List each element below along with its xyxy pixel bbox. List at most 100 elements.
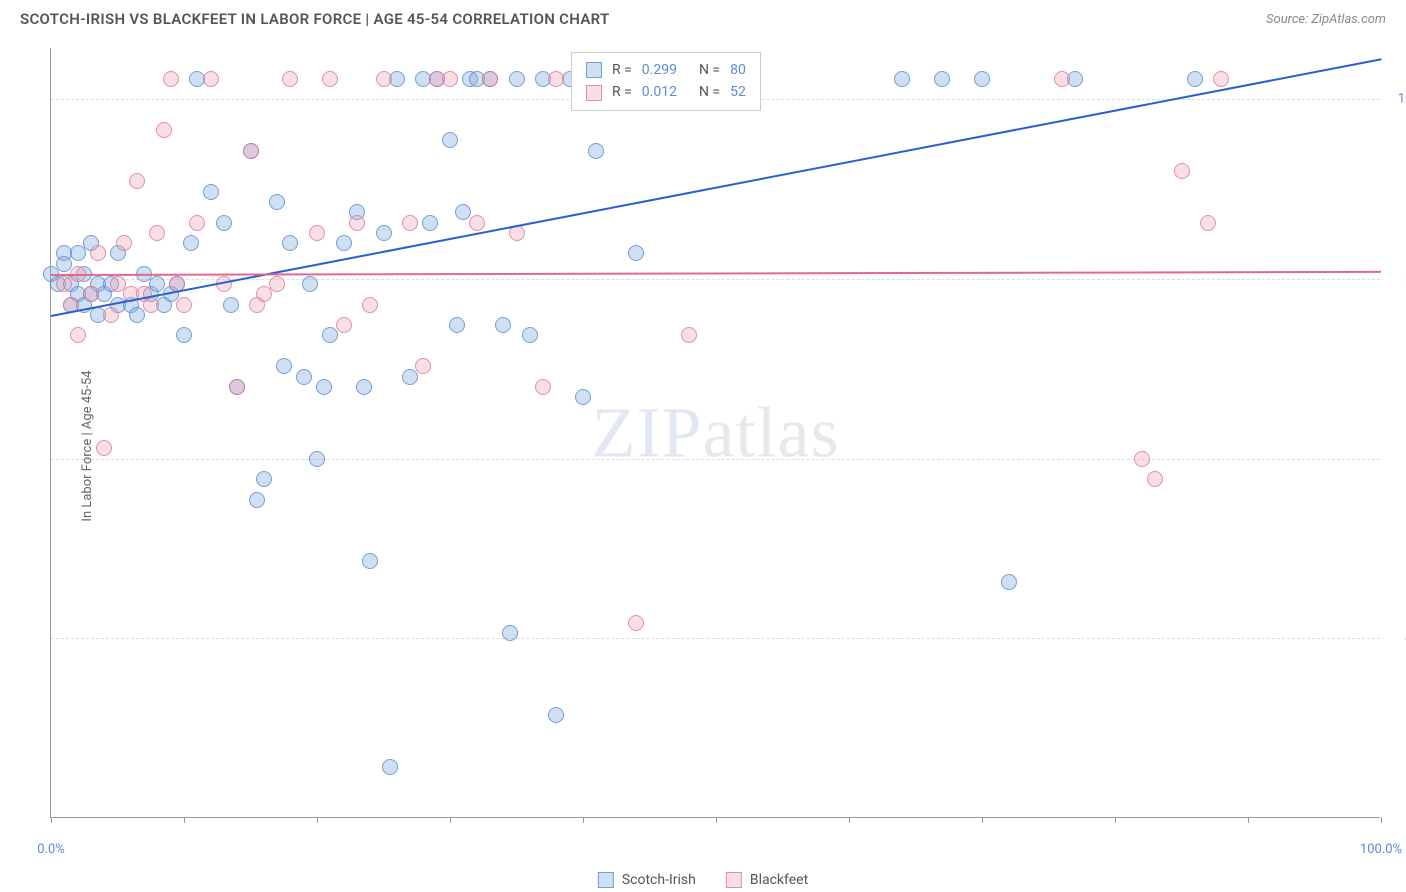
x-tick (317, 817, 318, 823)
data-point (382, 759, 398, 775)
data-point (402, 215, 418, 231)
watermark-zip: ZIP (592, 392, 703, 472)
legend-label: Scotch-Irish (622, 872, 696, 888)
data-point (56, 276, 72, 292)
data-point (229, 379, 245, 395)
data-point (282, 235, 298, 251)
data-point (156, 122, 172, 138)
x-tick (982, 817, 983, 823)
legend-item: Blackfeet (726, 872, 808, 888)
x-tick (716, 817, 717, 823)
data-point (282, 71, 298, 87)
data-point (628, 615, 644, 631)
x-tick (1115, 817, 1116, 823)
data-point (176, 297, 192, 313)
data-point (1054, 71, 1070, 87)
data-point (269, 276, 285, 292)
data-point (256, 286, 272, 302)
data-point (216, 215, 232, 231)
data-point (535, 379, 551, 395)
data-point (356, 379, 372, 395)
data-point (90, 245, 106, 261)
data-point (974, 71, 990, 87)
data-point (509, 71, 525, 87)
x-tick (849, 817, 850, 823)
data-point (442, 71, 458, 87)
x-tick (450, 817, 451, 823)
data-point (83, 286, 99, 302)
data-point (243, 143, 259, 159)
data-point (336, 235, 352, 251)
data-point (894, 71, 910, 87)
data-point (1187, 71, 1203, 87)
data-point (70, 245, 86, 261)
data-point (522, 327, 538, 343)
data-point (203, 71, 219, 87)
data-point (934, 71, 950, 87)
data-point (548, 71, 564, 87)
x-tick (583, 817, 584, 823)
data-point (1147, 471, 1163, 487)
data-point (1213, 71, 1229, 87)
data-point (1001, 574, 1017, 590)
data-point (588, 143, 604, 159)
n-value: 52 (730, 81, 746, 103)
data-point (1134, 451, 1150, 467)
data-point (469, 215, 485, 231)
stats-row: R =0.012N =52 (586, 81, 746, 103)
data-point (143, 297, 159, 313)
data-point (129, 173, 145, 189)
legend-swatch (726, 872, 742, 888)
x-tick-label: 0.0% (37, 842, 65, 857)
watermark-atlas: atlas (703, 392, 840, 472)
watermark: ZIPatlas (592, 391, 840, 474)
data-point (309, 451, 325, 467)
data-point (163, 71, 179, 87)
legend-item: Scotch-Irish (598, 872, 696, 888)
data-point (362, 553, 378, 569)
data-point (575, 389, 591, 405)
x-tick (1381, 817, 1382, 823)
chart-title: SCOTCH-IRISH VS BLACKFEET IN LABOR FORCE… (20, 10, 610, 28)
n-value: 80 (730, 59, 746, 81)
data-point (502, 625, 518, 641)
data-point (349, 215, 365, 231)
data-point (276, 358, 292, 374)
data-point (70, 327, 86, 343)
stats-row: R = 0.299 N = 80 (586, 59, 746, 81)
legend-swatch (586, 85, 602, 101)
r-label: R = (612, 81, 632, 103)
x-tick (184, 817, 185, 823)
header: SCOTCH-IRISH VS BLACKFEET IN LABOR FORCE… (0, 0, 1406, 36)
gridline (51, 279, 1380, 280)
r-value: 0.299 (642, 59, 677, 81)
x-tick (51, 817, 52, 823)
data-point (203, 184, 219, 200)
data-point (103, 307, 119, 323)
data-point (376, 225, 392, 241)
data-point (1200, 215, 1216, 231)
data-point (183, 235, 199, 251)
n-label: N = (699, 59, 720, 81)
data-point (269, 194, 285, 210)
data-point (322, 327, 338, 343)
data-point (681, 327, 697, 343)
data-point (449, 317, 465, 333)
x-tick-label: 100.0% (1360, 842, 1402, 857)
data-point (1174, 163, 1190, 179)
r-label: R = (612, 59, 632, 81)
data-point (422, 215, 438, 231)
data-point (189, 215, 205, 231)
stats-box: R = 0.299 N = 80R =0.012N =52 (571, 52, 761, 111)
data-point (96, 440, 112, 456)
data-point (249, 492, 265, 508)
scatter-chart: ZIPatlas 47.5%65.0%82.5%100.0%0.0%100.0%… (50, 48, 1380, 818)
data-point (256, 471, 272, 487)
y-tick-label: 100.0% (1398, 92, 1406, 107)
data-point (402, 369, 418, 385)
legend-swatch (598, 872, 614, 888)
data-point (482, 71, 498, 87)
gridline (51, 638, 1380, 639)
data-point (302, 276, 318, 292)
data-point (176, 327, 192, 343)
